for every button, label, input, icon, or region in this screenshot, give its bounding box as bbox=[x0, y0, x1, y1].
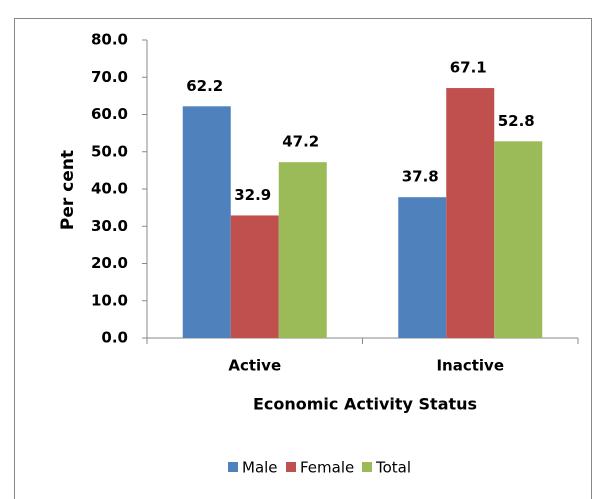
legend-label: Male bbox=[242, 459, 278, 477]
y-tick-label: 60.0 bbox=[91, 105, 128, 123]
x-axis-title: Economic Activity Status bbox=[253, 395, 477, 414]
y-tick-label: 10.0 bbox=[91, 291, 128, 309]
x-tick-label: Active bbox=[228, 357, 281, 375]
legend-label: Female bbox=[300, 459, 354, 477]
legend-label: Total bbox=[375, 459, 411, 477]
data-label: 67.1 bbox=[450, 59, 487, 77]
bar bbox=[182, 106, 231, 339]
data-label: 52.8 bbox=[498, 112, 535, 130]
y-axis-title: Per cent bbox=[58, 150, 78, 230]
bar bbox=[398, 197, 447, 338]
y-tick-label: 20.0 bbox=[91, 254, 128, 272]
y-tick-label: 50.0 bbox=[91, 142, 128, 160]
data-label: 47.2 bbox=[282, 133, 319, 151]
y-tick-label: 40.0 bbox=[91, 180, 128, 198]
data-label: 32.9 bbox=[234, 186, 271, 204]
x-tick-label: Inactive bbox=[436, 357, 504, 375]
y-tick-label: 80.0 bbox=[91, 31, 128, 49]
y-tick-label: 70.0 bbox=[91, 68, 128, 86]
data-label: 37.8 bbox=[402, 168, 439, 186]
data-label: 62.2 bbox=[186, 77, 223, 95]
legend-swatch bbox=[362, 462, 372, 472]
legend-swatch bbox=[228, 462, 238, 472]
bar bbox=[446, 88, 495, 339]
bar bbox=[230, 215, 279, 338]
bar bbox=[278, 162, 327, 338]
bar bbox=[494, 141, 543, 338]
legend-swatch bbox=[286, 462, 296, 472]
y-tick-label: 0.0 bbox=[101, 329, 128, 347]
y-tick-label: 30.0 bbox=[91, 217, 128, 235]
